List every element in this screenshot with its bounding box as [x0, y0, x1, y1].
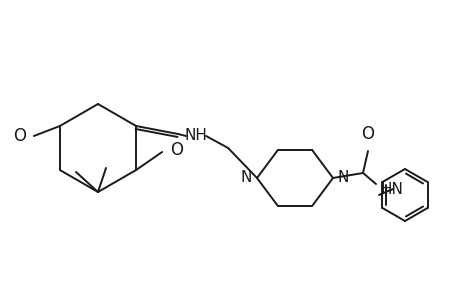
Text: O: O [170, 141, 183, 159]
Text: N: N [337, 170, 349, 185]
Text: O: O [13, 127, 26, 145]
Text: O: O [361, 125, 374, 143]
Text: HN: HN [380, 182, 403, 196]
Text: N: N [240, 170, 252, 185]
Text: NH: NH [184, 128, 207, 143]
